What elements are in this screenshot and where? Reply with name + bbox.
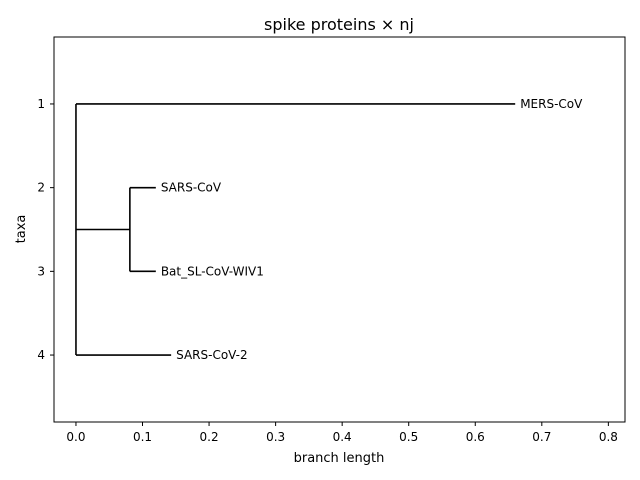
x-tick-label: 0.3 [266, 430, 285, 444]
x-tick-label: 0.6 [466, 430, 485, 444]
tree-branches [75, 103, 516, 356]
y-tick-label: 3 [37, 264, 45, 278]
leaf-labels: MERS-CoV SARS-CoV Bat_SL-CoV-WIV1 SARS-CoV-… [161, 97, 583, 362]
x-tick-label: 0.4 [333, 430, 352, 444]
plot-frame [53, 36, 626, 423]
x-tick-label: 0.2 [200, 430, 219, 444]
x-tick-label: 0.8 [599, 430, 618, 444]
leaf-label-Bat_SL-CoV-WIV1: Bat_SL-CoV-WIV1 [161, 264, 264, 278]
leaf-label-MERS-CoV: MERS-CoV [520, 97, 583, 111]
y-tick-label: 2 [37, 181, 45, 195]
y-axis-label: taxa [14, 215, 29, 244]
x-tick-label: 0.7 [532, 430, 551, 444]
y-tick-label: 1 [37, 97, 45, 111]
x-axis-ticks: 0.0 0.1 0.2 0.3 0.4 0.5 0.6 0.7 0.8 [66, 422, 618, 444]
leaf-label-SARS-CoV: SARS-CoV [161, 181, 222, 195]
y-tick-label: 4 [37, 348, 45, 362]
y-axis-ticks: 1 2 3 4 [37, 97, 54, 362]
x-axis-label: branch length [294, 451, 385, 466]
chart-title: spike proteins × nj [264, 15, 414, 34]
x-tick-label: 0.5 [399, 430, 418, 444]
x-tick-label: 0.0 [66, 430, 85, 444]
leaf-label-SARS-CoV-2: SARS-CoV-2 [176, 348, 248, 362]
x-tick-label: 0.1 [133, 430, 152, 444]
